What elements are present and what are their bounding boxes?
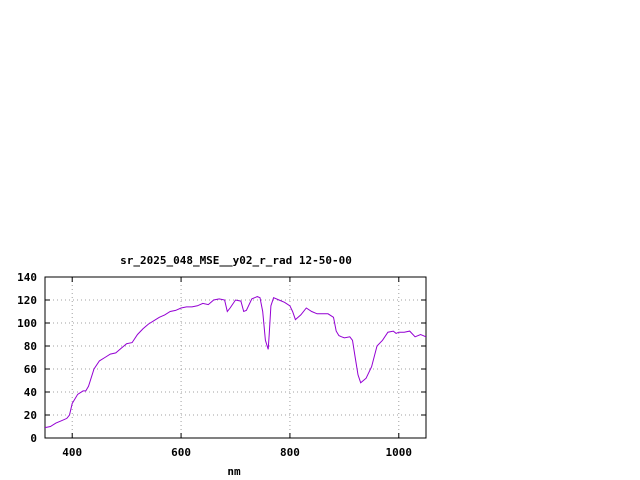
y-tick-label: 0 (30, 432, 37, 445)
x-tick-label: 1000 (386, 446, 413, 459)
y-tick-label: 140 (17, 271, 37, 284)
x-tick-label: 600 (171, 446, 191, 459)
y-tick-label: 80 (24, 340, 37, 353)
y-tick-label: 100 (17, 317, 37, 330)
series-line (44, 296, 427, 429)
y-tick-label: 60 (24, 363, 37, 376)
x-axis-label: nm (227, 465, 241, 478)
axis-tick-labels: 0 20 40 60 80 100 120 140 400 600 800 1000 (17, 271, 412, 459)
axis-ticks (45, 276, 426, 439)
x-tick-label: 400 (62, 446, 82, 459)
plot-frame (44, 276, 427, 439)
y-tick-label: 120 (17, 294, 37, 307)
y-tick-label: 20 (24, 409, 37, 422)
chart-title: sr_2025_048_MSE__y02_r_rad 12-50-00 (120, 254, 352, 267)
grid (45, 277, 426, 438)
x-tick-label: 800 (280, 446, 300, 459)
y-tick-label: 40 (24, 386, 37, 399)
